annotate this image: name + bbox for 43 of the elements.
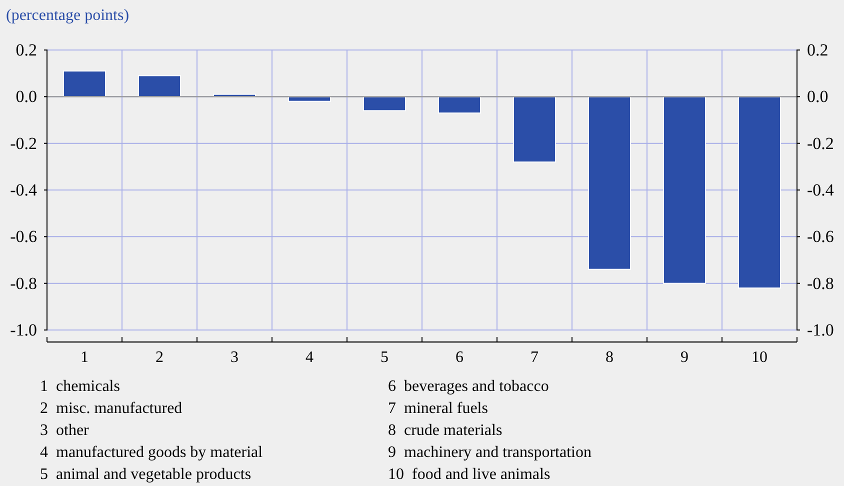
text: 2 misc. manufactured (40, 400, 182, 417)
y-tick-label: -0.6 (10, 227, 37, 246)
x-tick-label: 4 (306, 349, 314, 366)
text: 5 animal and vegetable products (40, 466, 252, 483)
y2-tick-label: -1.0 (807, 320, 834, 340)
x-tick-label: 9 (680, 349, 688, 366)
y-tick-label: -1.0 (10, 320, 37, 340)
text: 4 manufactured goods by material (40, 444, 264, 461)
x-tick-label: 8 (606, 349, 614, 366)
y-tick-label: -0.4 (10, 180, 38, 200)
y-tick-label: -0.8 (10, 274, 37, 293)
y2-tick-label: -0.4 (807, 180, 834, 200)
y2-tick-label: 0.2 (807, 40, 828, 60)
y2-tick-label: -0.6 (807, 227, 834, 246)
text: 10 food and live animals (388, 466, 550, 483)
text: 9 machinery and transportation (388, 444, 592, 461)
x-tick-label: 3 (230, 349, 238, 366)
bar (588, 96, 631, 270)
y-tick-label: 0.0 (16, 87, 37, 106)
text: 7 mineral fuels (388, 400, 488, 417)
x-tick-label: 10 (752, 349, 768, 366)
text: 3 other (40, 422, 90, 439)
bar (438, 96, 481, 114)
bar (513, 96, 556, 162)
bar (363, 96, 406, 112)
y-axis-title: (percentage points) (6, 7, 130, 24)
y-tick-label: -0.2 (10, 134, 37, 153)
y-tick-label: 0.2 (16, 40, 37, 60)
bar (738, 96, 781, 288)
x-tick-label: 7 (530, 349, 538, 366)
text: 8 crude materials (388, 422, 502, 439)
bar (138, 75, 181, 98)
x-tick-label: 2 (156, 349, 164, 366)
y2-tick-label: 0.0 (807, 87, 828, 106)
bar (63, 70, 106, 98)
bar (663, 96, 706, 284)
text: 1 chemicals (40, 378, 120, 395)
y2-tick-label: -0.8 (807, 274, 834, 293)
x-tick-label: 1 (80, 349, 88, 366)
text: 6 beverages and tobacco (388, 378, 549, 395)
y2-tick-label: -0.2 (807, 134, 834, 153)
x-tick-label: 6 (456, 349, 464, 366)
x-tick-label: 5 (380, 349, 388, 366)
